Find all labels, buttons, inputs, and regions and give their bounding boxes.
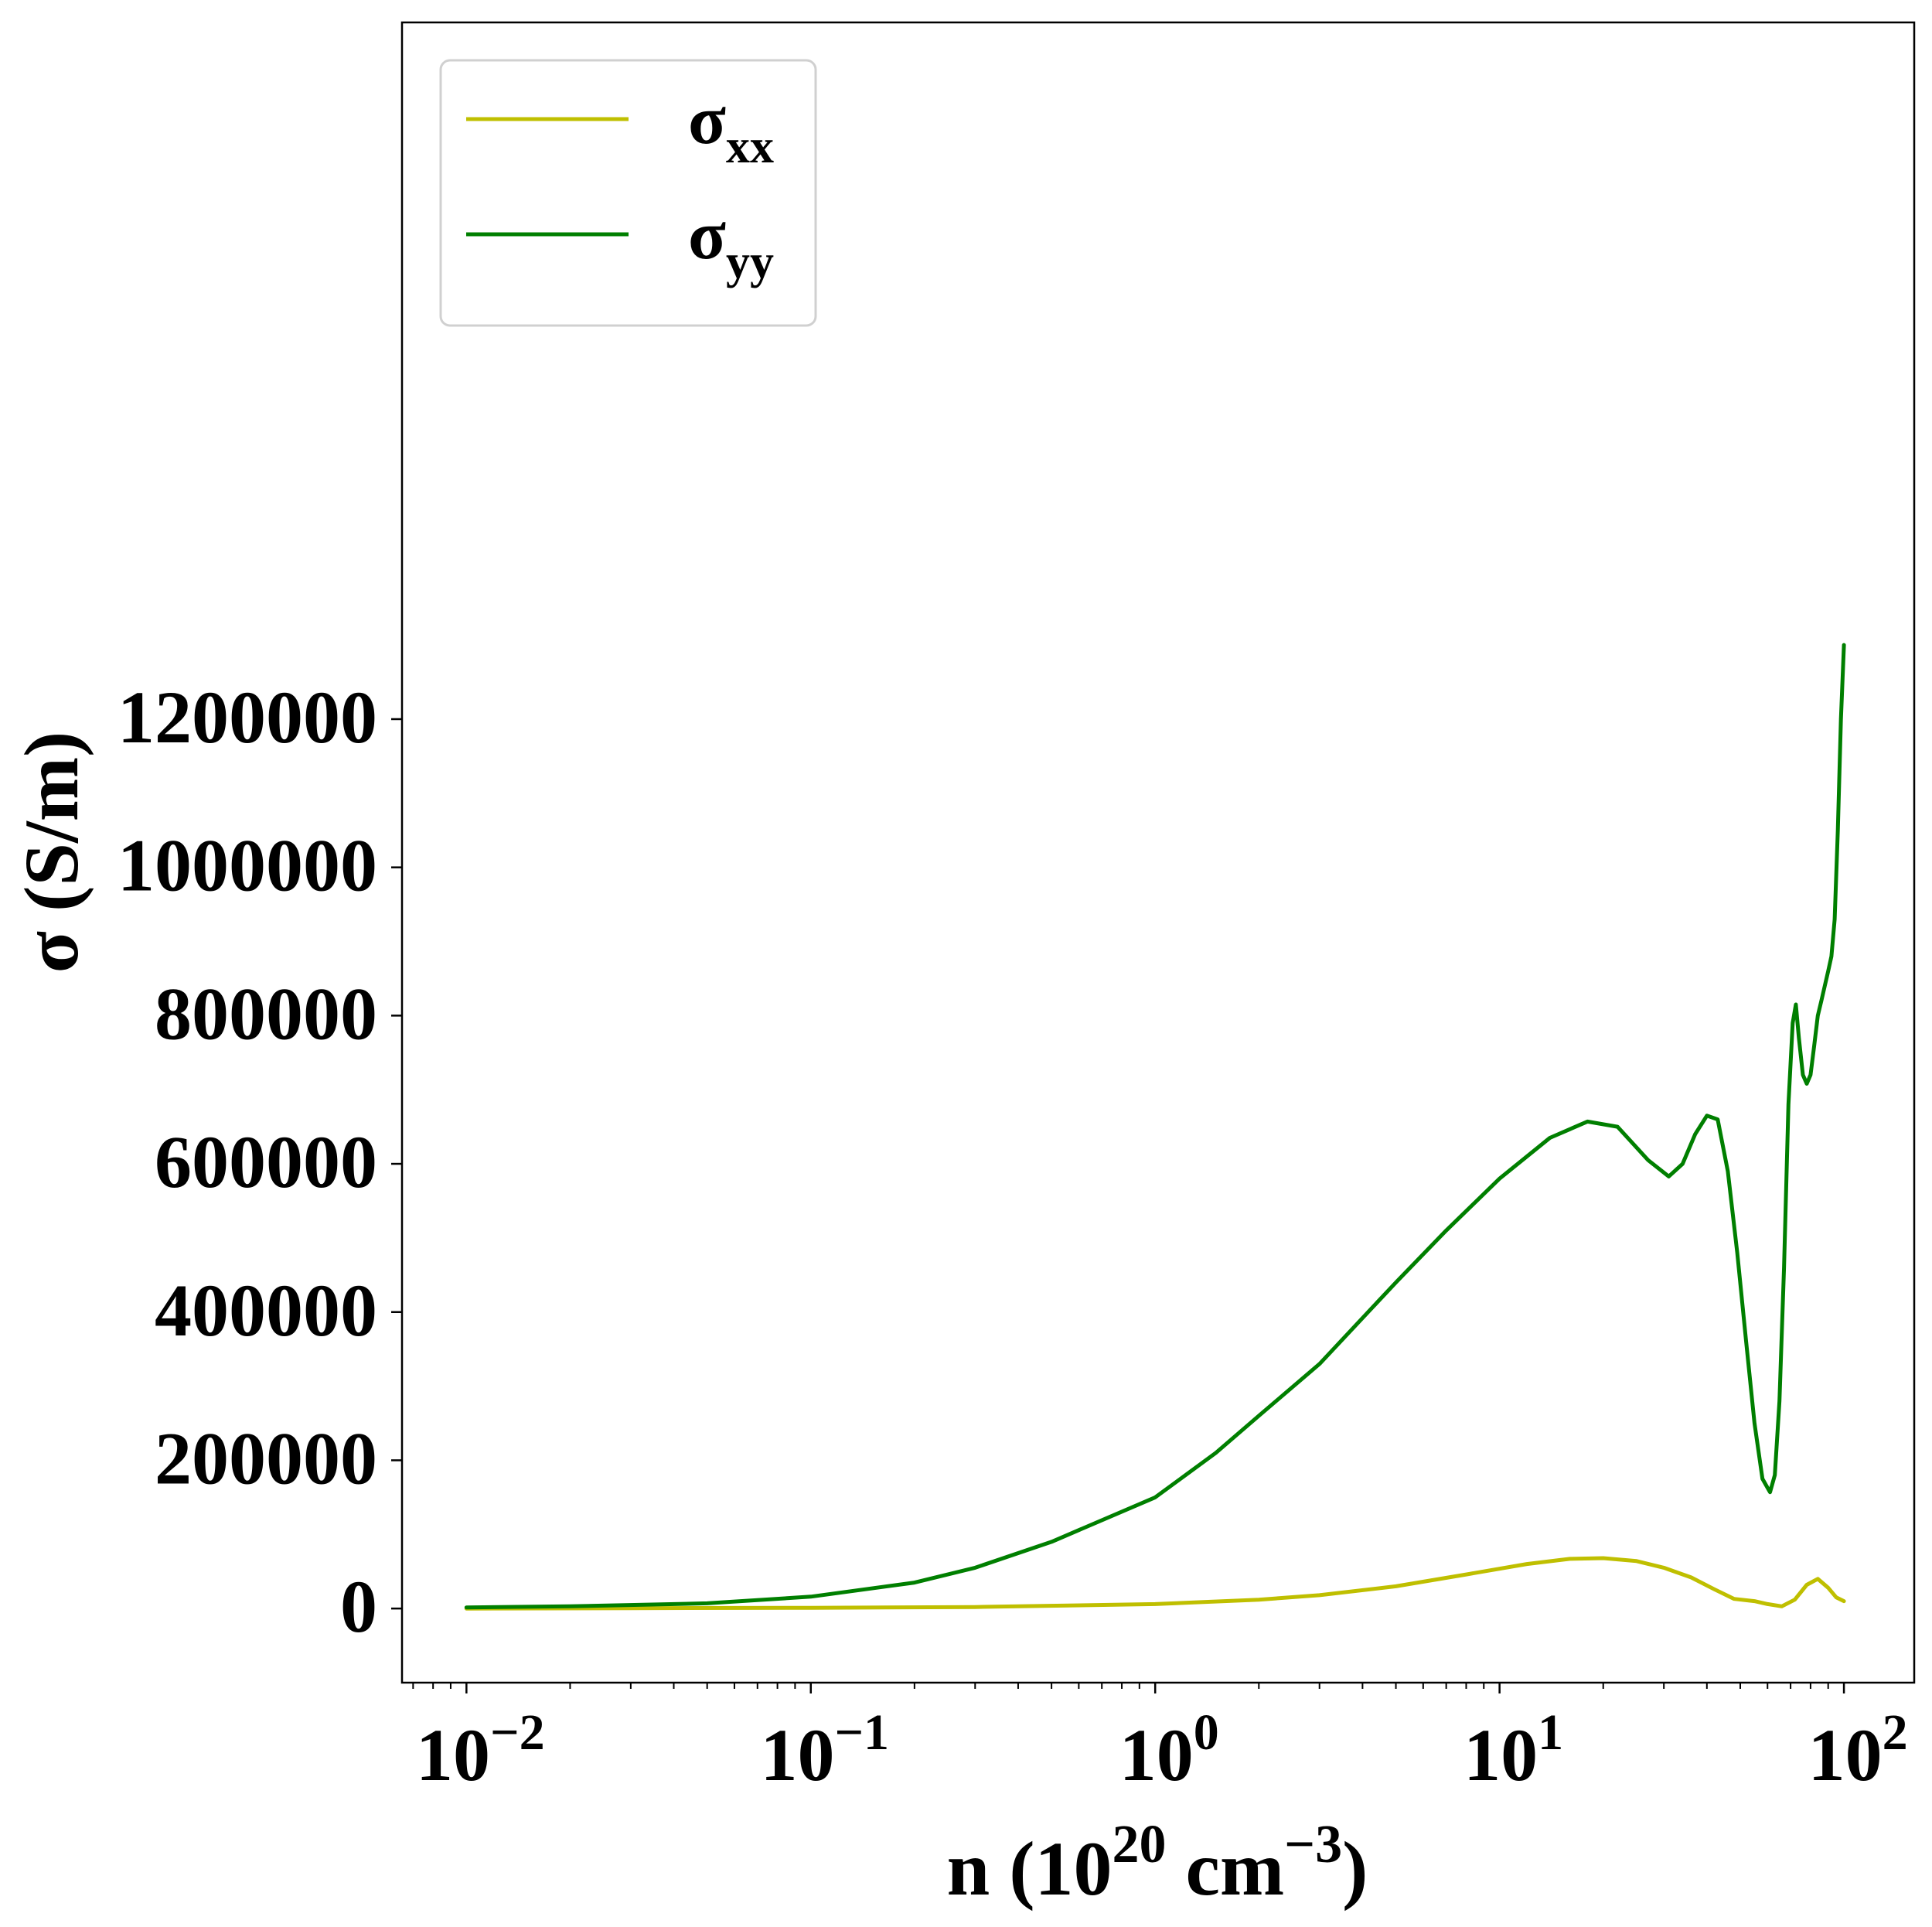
legend-label-sigma-xx-base: σ	[688, 82, 726, 159]
y-tick-label: 1000000	[118, 824, 377, 907]
y-tick-label: 800000	[155, 972, 377, 1055]
y-tick-label: 200000	[155, 1417, 377, 1499]
y-tick-label: 0	[340, 1565, 377, 1648]
series-line-xx	[464, 1556, 1846, 1611]
legend-box	[439, 59, 817, 327]
legend-label-sigma-xx-sub: xx	[726, 121, 774, 173]
legend-label-sigma-xx: σxx	[688, 82, 774, 173]
y-tick-label: 600000	[155, 1120, 377, 1203]
x-major-ticks	[465, 1683, 1845, 1693]
x-tick-label: 10−2	[416, 1704, 545, 1796]
x-tick-label: 10−1	[760, 1704, 889, 1796]
legend: σxx σyy	[439, 59, 817, 327]
x-minor-ticks	[412, 1683, 1829, 1689]
plot-frame	[400, 21, 1916, 1684]
x-axis-title-end: )	[1342, 1826, 1368, 1912]
x-tick-label: 102	[1808, 1704, 1908, 1796]
y-axis-title: σ (S/m)	[9, 732, 94, 974]
x-axis-title-sup1: 20	[1113, 1815, 1167, 1874]
y-tick-label: 1200000	[118, 676, 377, 759]
x-axis-title: n (1020 cm−3)	[947, 1815, 1368, 1912]
x-tick-labels: 10−2 10−1 100 101 102	[416, 1704, 1908, 1796]
x-axis-title-mid: cm	[1167, 1826, 1285, 1912]
x-tick-label: 100	[1119, 1704, 1219, 1796]
x-tick-label: 101	[1463, 1704, 1563, 1796]
legend-label-sigma-yy-sub: yy	[726, 236, 774, 288]
x-axis-title-sup2: −3	[1284, 1815, 1342, 1874]
y-major-ticks	[391, 718, 402, 1610]
legend-label-sigma-yy: σyy	[688, 197, 774, 288]
x-axis-title-base: n (10	[947, 1826, 1113, 1912]
y-tick-label: 400000	[155, 1269, 377, 1352]
y-tick-labels: 0 200000 400000 600000 800000 1000000 1200000	[118, 676, 377, 1648]
series-layer	[464, 643, 1846, 1611]
legend-label-sigma-yy-base: σ	[688, 197, 726, 274]
series-line-yy	[464, 643, 1846, 1610]
